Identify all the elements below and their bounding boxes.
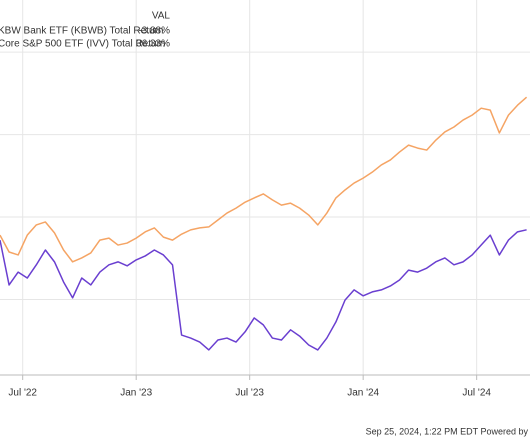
x-tick-label: Jul '22 (8, 388, 37, 399)
footer: Sep 25, 2024, 1:22 PM EDT Powered by (366, 426, 529, 436)
series-line (0, 229, 527, 351)
x-tick-label: Jan '24 (347, 388, 379, 399)
legend-label: KBW Bank ETF (KBWB) Total Return (0, 26, 163, 37)
series-line (0, 96, 528, 263)
legend-value: 36.33% (136, 39, 170, 50)
legend-value: -3.88% (138, 26, 170, 37)
x-tick-label: Jan '23 (120, 388, 152, 399)
legend-header: VAL (152, 11, 171, 22)
x-tick-label: Jul '24 (462, 388, 491, 399)
legend-label: Core S&P 500 ETF (IVV) Total Return (0, 39, 165, 50)
x-tick-label: Jul '23 (235, 388, 264, 399)
